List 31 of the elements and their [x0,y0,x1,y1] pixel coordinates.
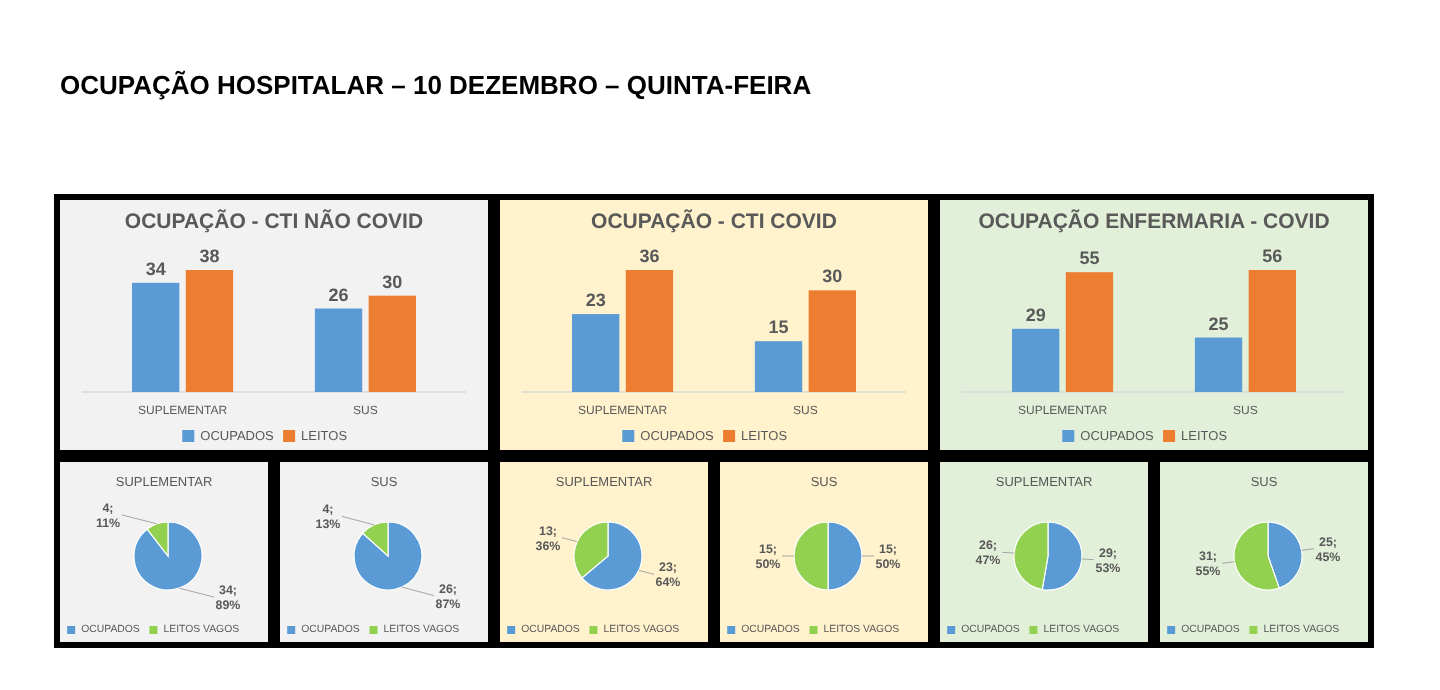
bar [185,270,234,392]
text: OCUPAÇÃO HOSPITALAR – 10 DEZEMBRO – QUINTA-FEIRA [60,70,813,100]
data-label: 30 [822,266,843,287]
bar [1012,328,1060,392]
chart-title: OCUPAÇÃO ENFERMARIA - COVID [978,208,1331,234]
chart-title: OCUPAÇÃO - CTI COVID [591,208,838,234]
bar [808,290,856,392]
bar [314,308,363,392]
data-label: 30 [382,271,403,292]
pie-slice [353,521,423,591]
bar [1248,270,1296,392]
bar [368,295,416,392]
bar [1194,337,1243,392]
data-label: 56 [1262,246,1283,266]
data-label: 26 [328,284,349,305]
bar [572,314,620,392]
bar [625,270,674,392]
data-label: 23 [585,290,606,311]
data-label: 29 [1025,304,1046,325]
chart-title: OCUPAÇÃO - CTI NÃO COVID [124,208,424,234]
pie-slice [133,521,203,591]
data-label: 25 [1208,313,1229,334]
bar [1065,272,1114,392]
data-label: 36 [639,246,660,266]
data-label: 55 [1079,248,1100,269]
data-label: 34 [145,258,166,279]
data-label: 38 [199,246,220,266]
bar [754,341,803,392]
bar [132,282,180,392]
pie-slice [581,521,643,591]
data-label: 15 [768,317,789,338]
